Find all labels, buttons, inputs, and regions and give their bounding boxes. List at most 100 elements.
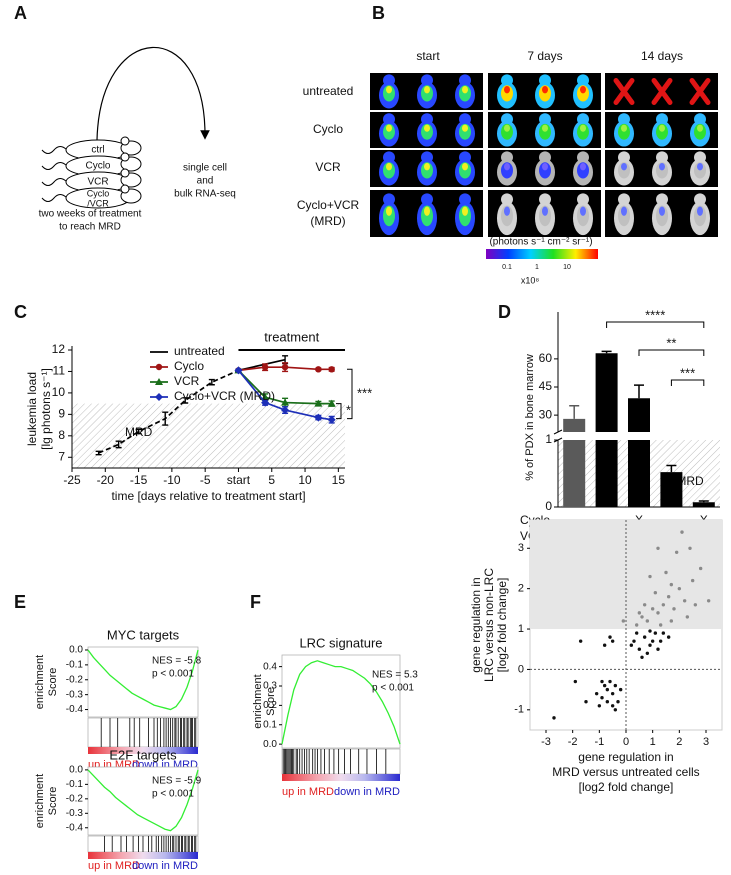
significance-label: *** bbox=[357, 385, 372, 400]
y-tick-label: 1 bbox=[518, 623, 524, 635]
marker bbox=[261, 393, 270, 401]
legend-label: Cyclo+VCR (MRD) bbox=[174, 389, 275, 403]
legend-label: Cyclo bbox=[174, 359, 204, 373]
point bbox=[616, 700, 620, 704]
point bbox=[650, 607, 655, 611]
point bbox=[578, 639, 583, 643]
error-bar bbox=[601, 350, 612, 354]
legend-marker bbox=[155, 393, 163, 401]
y-axis-label: LRC versus non-LRC bbox=[482, 568, 496, 682]
point bbox=[682, 599, 687, 603]
panel-label: B bbox=[372, 3, 385, 23]
mouse-head bbox=[501, 113, 513, 126]
mouse-head bbox=[694, 113, 706, 126]
y-tick-label: -0.4 bbox=[66, 822, 84, 833]
region-label: MRD bbox=[676, 474, 704, 488]
y-tick-label: 11 bbox=[53, 364, 66, 378]
point bbox=[648, 643, 652, 647]
row-label: VCR bbox=[315, 160, 341, 174]
mouse-ear bbox=[120, 152, 130, 162]
significance-bracket bbox=[670, 379, 705, 386]
annotation: NES = -5.8 bbox=[152, 656, 202, 667]
point bbox=[552, 716, 556, 720]
error-bar bbox=[162, 411, 169, 426]
mouse-head bbox=[618, 151, 630, 164]
error-bar bbox=[208, 378, 215, 386]
point bbox=[645, 619, 650, 623]
error-bar bbox=[569, 405, 580, 419]
mouse-ear bbox=[120, 184, 130, 194]
y-axis-label: Score bbox=[265, 687, 277, 716]
marker bbox=[314, 413, 323, 422]
colorbar bbox=[486, 249, 598, 259]
y-tick-label: 10 bbox=[52, 385, 66, 399]
significance-label: **** bbox=[645, 307, 665, 322]
signal bbox=[539, 162, 551, 179]
signal bbox=[577, 162, 589, 179]
bar bbox=[595, 353, 618, 507]
y-axis-label: [lg photons s⁻¹] bbox=[39, 368, 53, 450]
signal bbox=[542, 206, 548, 216]
signal bbox=[618, 205, 630, 227]
point bbox=[648, 574, 652, 579]
point bbox=[672, 607, 676, 611]
point bbox=[632, 639, 636, 643]
signal bbox=[694, 162, 706, 179]
point bbox=[658, 639, 663, 643]
marker bbox=[328, 366, 335, 373]
point bbox=[640, 615, 644, 619]
y-tick-label: 0.0 bbox=[263, 739, 277, 750]
mouse-ear bbox=[120, 136, 130, 146]
point bbox=[613, 683, 618, 688]
signal bbox=[577, 123, 589, 140]
signal bbox=[386, 124, 392, 132]
y-axis-label: enrichment bbox=[252, 674, 264, 728]
signal bbox=[697, 206, 703, 216]
enrichment-curve bbox=[281, 660, 401, 745]
dead-mark bbox=[689, 78, 711, 105]
y-tick-label: -0.2 bbox=[66, 674, 84, 685]
y-tick-label: 45 bbox=[539, 379, 553, 393]
signal bbox=[504, 162, 510, 171]
point bbox=[621, 619, 626, 623]
signal bbox=[542, 162, 548, 171]
plot-frame bbox=[281, 654, 401, 749]
y-tick-label: -0.4 bbox=[66, 704, 84, 715]
mrd-region bbox=[72, 403, 345, 468]
annotation: p < 0.001 bbox=[152, 789, 194, 800]
signal bbox=[462, 162, 468, 171]
y-tick-label: 0 bbox=[545, 499, 552, 513]
caption: to reach MRD bbox=[59, 222, 121, 233]
legend-label: VCR bbox=[174, 374, 200, 388]
rank-bar bbox=[282, 774, 400, 781]
point bbox=[690, 578, 695, 583]
signal bbox=[424, 162, 430, 171]
signal bbox=[659, 162, 665, 171]
y-axis-label: [log2 fold change] bbox=[495, 578, 509, 673]
signal bbox=[383, 123, 395, 140]
x-tick-label: 15 bbox=[332, 473, 346, 487]
bar bbox=[628, 398, 650, 507]
signal bbox=[577, 205, 589, 227]
mouse-label: VCR bbox=[87, 177, 108, 188]
rank-bar bbox=[88, 747, 198, 754]
mouse-head bbox=[421, 74, 433, 87]
y-axis-label: enrichment bbox=[34, 774, 46, 828]
y-tick-label: 0.4 bbox=[263, 661, 277, 672]
mouse-head bbox=[459, 193, 471, 206]
panel-label: F bbox=[250, 592, 261, 612]
x-tick-label: 0 bbox=[623, 736, 629, 748]
y-tick-label: 7 bbox=[58, 449, 65, 463]
colorbar-tick: 1 bbox=[535, 264, 539, 271]
chart-title: MYC targets bbox=[107, 627, 180, 642]
y-tick-label: 0.0 bbox=[69, 645, 83, 656]
point bbox=[600, 695, 604, 700]
y-tick-label: 30 bbox=[539, 407, 553, 421]
marker bbox=[234, 366, 243, 375]
enrichment-curve bbox=[87, 769, 199, 832]
y-tick-label: 0.0 bbox=[69, 765, 83, 776]
point bbox=[605, 700, 610, 704]
mouse-head bbox=[577, 151, 589, 164]
signal bbox=[697, 162, 703, 171]
